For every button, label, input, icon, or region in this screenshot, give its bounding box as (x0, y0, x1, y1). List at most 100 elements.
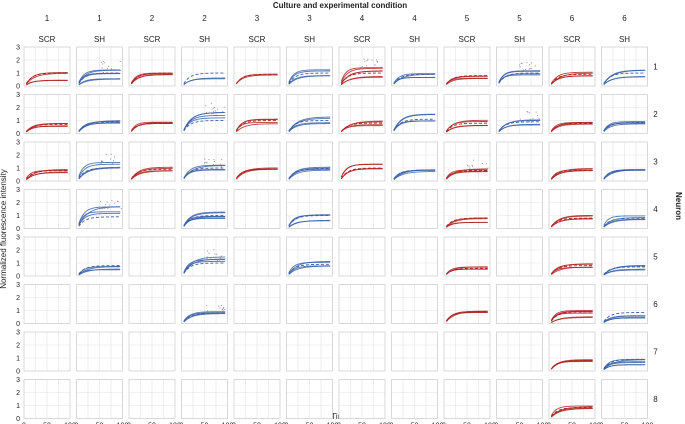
y-tick-label: 1 (16, 261, 20, 268)
data-point (224, 308, 226, 310)
reference-dashed-line (393, 118, 436, 131)
series-line (235, 122, 278, 131)
series-line (183, 169, 226, 179)
series-line (341, 76, 383, 85)
data-point (212, 164, 214, 166)
facet-border (601, 379, 648, 419)
series-line (550, 170, 593, 180)
facet-border (286, 236, 333, 277)
facet-border (23, 141, 71, 182)
data-point (216, 259, 219, 261)
reference-dashed-line (183, 262, 226, 274)
data-point (112, 160, 114, 162)
data-point (206, 162, 208, 164)
data-point (480, 171, 482, 173)
data-point (100, 163, 102, 165)
series-line (130, 74, 173, 85)
data-point (214, 253, 216, 255)
facet-border (391, 236, 438, 277)
series-line (603, 268, 646, 276)
condition-label: SCR (564, 35, 581, 44)
series-line (183, 112, 226, 131)
series-line (25, 169, 68, 180)
data-point (113, 156, 116, 158)
y-tick-label: 0 (16, 321, 20, 328)
data-point (206, 257, 208, 260)
data-point (530, 68, 532, 70)
facet-border (338, 189, 386, 229)
culture-label: 1 (97, 14, 102, 23)
culture-label: 4 (412, 14, 417, 23)
x-tick-label: 50 (568, 423, 576, 424)
x-tick-label: 50 (253, 423, 261, 424)
x-tick-label: 50 (306, 423, 314, 424)
data-point (221, 159, 223, 161)
data-point (366, 60, 368, 62)
series-line (550, 310, 593, 321)
y-tick-label: 3 (16, 140, 20, 147)
data-point (106, 68, 108, 70)
data-point (468, 165, 470, 167)
series-line (288, 166, 331, 179)
data-point (119, 60, 121, 62)
series-line (498, 124, 541, 133)
reference-dashed-line (78, 121, 121, 132)
reference-dashed-line (550, 217, 593, 227)
reference-dashed-line (78, 167, 121, 179)
data-point (100, 162, 102, 164)
facet-border (391, 331, 438, 372)
series-line (78, 69, 121, 84)
series-line (78, 206, 121, 224)
x-tick-label: 0 (22, 423, 26, 424)
data-point (218, 258, 220, 260)
reference-dashed-line (550, 122, 593, 132)
facet-border (443, 141, 491, 182)
data-point (519, 66, 521, 68)
data-point (104, 62, 106, 64)
facet-border (181, 331, 228, 372)
facet-border (181, 236, 228, 277)
data-point (100, 61, 102, 63)
series-line (393, 171, 436, 180)
reference-dashed-line (550, 265, 593, 275)
series-line (78, 269, 121, 275)
facet-border (548, 379, 596, 419)
data-point (532, 117, 534, 119)
culture-label: 6 (622, 14, 627, 23)
series-line (26, 171, 68, 181)
series-line (130, 121, 173, 131)
neuron-label: 5 (653, 253, 658, 262)
data-point (102, 60, 104, 63)
facet-border (601, 284, 648, 324)
reference-dashed-line (78, 72, 121, 84)
reference-dashed-line (445, 75, 488, 85)
series-line (551, 408, 593, 418)
series-line (498, 120, 541, 132)
x-tick-label: 0 (600, 423, 604, 424)
series-line (288, 169, 331, 180)
series-line (393, 73, 436, 84)
data-point (107, 207, 109, 210)
series-line (183, 313, 226, 323)
series-line (550, 123, 593, 133)
facet-border (496, 141, 543, 182)
x-tick-label: 100 (169, 423, 181, 424)
data-point (220, 257, 222, 259)
data-point (363, 58, 365, 60)
y-tick-label: 2 (16, 200, 20, 207)
facet-border (338, 379, 386, 419)
reference-dashed-line (603, 169, 646, 180)
data-point (205, 105, 207, 107)
data-point (102, 207, 104, 210)
series-line (130, 166, 173, 179)
series-line (551, 317, 593, 323)
x-tick-label: 0 (495, 423, 499, 424)
y-tick-label: 1 (16, 71, 20, 78)
y-tick-label: 3 (16, 377, 20, 384)
data-point (213, 160, 215, 162)
data-point (210, 102, 212, 104)
data-point (117, 200, 119, 202)
facet-border (548, 236, 596, 277)
data-point (113, 68, 115, 71)
series-line (340, 125, 383, 133)
